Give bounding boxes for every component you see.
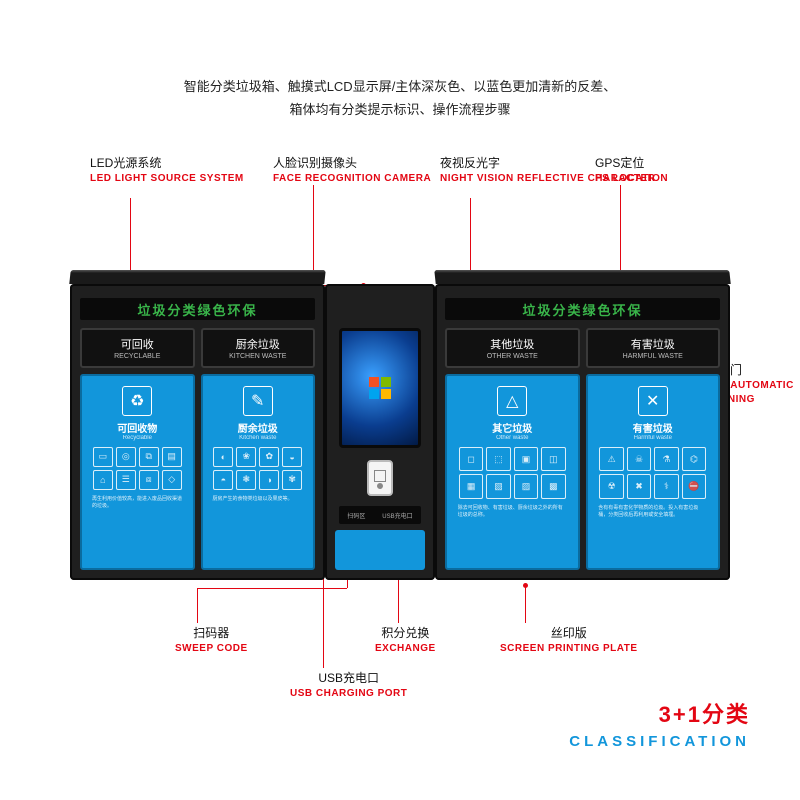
qr-scanner[interactable] (367, 460, 393, 496)
callout-gps: GPS定位 PS LOCATION (595, 155, 668, 186)
waste-label-other: 其他垃圾 OTHER WASTE (445, 328, 580, 368)
other-icon: △ (497, 386, 527, 416)
label-row-left: 可回收 RECYCLABLE 厨余垃圾 KITCHEN WASTE (80, 328, 315, 368)
icon-grid: ⚠☠⚗⌬☢✖⚕⛔ (599, 447, 706, 499)
icon-grid: ◻⬚▣◫▦▧▨▩ (459, 447, 566, 499)
dot (523, 583, 528, 588)
footer-red: 3+1分类 (569, 697, 750, 729)
roof-right (434, 270, 730, 284)
icon-grid: ▭◎⧉▤⌂☰⧈◇ (93, 447, 182, 490)
icon-grid: ◐❀✿◒◓❃◑✾ (213, 447, 302, 490)
cabinet-right: 垃圾分类绿色环保 其他垃圾 OTHER WASTE 有害垃圾 HARMFUL W… (435, 284, 730, 580)
callout-sweep: 扫码器 SWEEP CODE (175, 625, 248, 656)
callout-camera: 人脸识别摄像头 FACE RECOGNITION CAMERA (273, 155, 431, 186)
desc-line-2: 箱体均有分类提示标识、操作流程步骤 (0, 98, 800, 121)
footer-blue: CLASSIFICATION (569, 733, 750, 750)
panel-harmful: ✕ 有害垃圾 Harmful waste ⚠☠⚗⌬☢✖⚕⛔ 含有有毒有害化学物质… (586, 374, 721, 570)
cabinet-center: 扫码区 USB充电口 (325, 284, 435, 580)
windows-icon (369, 377, 391, 399)
line (197, 588, 198, 623)
panel-recyclable: ♻ 可回收物 Recyclable ▭◎⧉▤⌂☰⧈◇ 再生利用价值较高，能进入废… (80, 374, 195, 570)
classification-footer: 3+1分类 CLASSIFICATION (569, 697, 750, 750)
waste-label-harmful: 有害垃圾 HARMFUL WASTE (586, 328, 721, 368)
lcd-touchscreen[interactable] (339, 328, 421, 448)
callout-led: LED光源系统 LED LIGHT SOURCE SYSTEM (90, 155, 244, 186)
line (620, 185, 621, 275)
product-illustration: 垃圾分类绿色环保 可回收 RECYCLABLE 厨余垃圾 KITCHEN WAS… (70, 270, 730, 580)
harmful-icon: ✕ (638, 386, 668, 416)
waste-label-recyclable: 可回收 RECYCLABLE (80, 328, 195, 368)
waste-label-kitchen: 厨余垃圾 KITCHEN WASTE (201, 328, 316, 368)
label-row-right: 其他垃圾 OTHER WASTE 有害垃圾 HARMFUL WASTE (445, 328, 720, 368)
panel-kitchen: ✎ 厨余垃圾 Kitchen waste ◐❀✿◒◓❃◑✾ 厨房产生的食物类垃圾… (201, 374, 316, 570)
panel-row-left: ♻ 可回收物 Recyclable ▭◎⧉▤⌂☰⧈◇ 再生利用价值较高，能进入废… (80, 374, 315, 570)
led-display-right: 垃圾分类绿色环保 (445, 298, 720, 320)
cabinet-left: 垃圾分类绿色环保 可回收 RECYCLABLE 厨余垃圾 KITCHEN WAS… (70, 284, 325, 580)
center-lower-panel (335, 530, 425, 570)
panel-other: △ 其它垃圾 Other waste ◻⬚▣◫▦▧▨▩ 除去可回收物、有害垃圾、… (445, 374, 580, 570)
callout-silk: 丝印版 SCREEN PRINTING PLATE (500, 625, 638, 656)
callout-usb: USB充电口 USB CHARGING PORT (290, 670, 407, 701)
usb-charging-strip[interactable]: 扫码区 USB充电口 (339, 506, 421, 524)
line (525, 585, 526, 623)
recycle-icon: ♻ (122, 386, 152, 416)
roof-left (69, 270, 325, 284)
led-display-left: 垃圾分类绿色环保 (80, 298, 315, 320)
kitchen-icon: ✎ (243, 386, 273, 416)
callout-exchange: 积分兑换 EXCHANGE (375, 625, 436, 656)
product-description: 智能分类垃圾箱、触摸式LCD显示屏/主体深灰色、以蓝色更加清新的反差、 箱体均有… (0, 75, 800, 122)
desc-line-1: 智能分类垃圾箱、触摸式LCD显示屏/主体深灰色、以蓝色更加清新的反差、 (0, 75, 800, 98)
line (130, 198, 131, 273)
line (197, 588, 347, 589)
panel-row-right: △ 其它垃圾 Other waste ◻⬚▣◫▦▧▨▩ 除去可回收物、有害垃圾、… (445, 374, 720, 570)
